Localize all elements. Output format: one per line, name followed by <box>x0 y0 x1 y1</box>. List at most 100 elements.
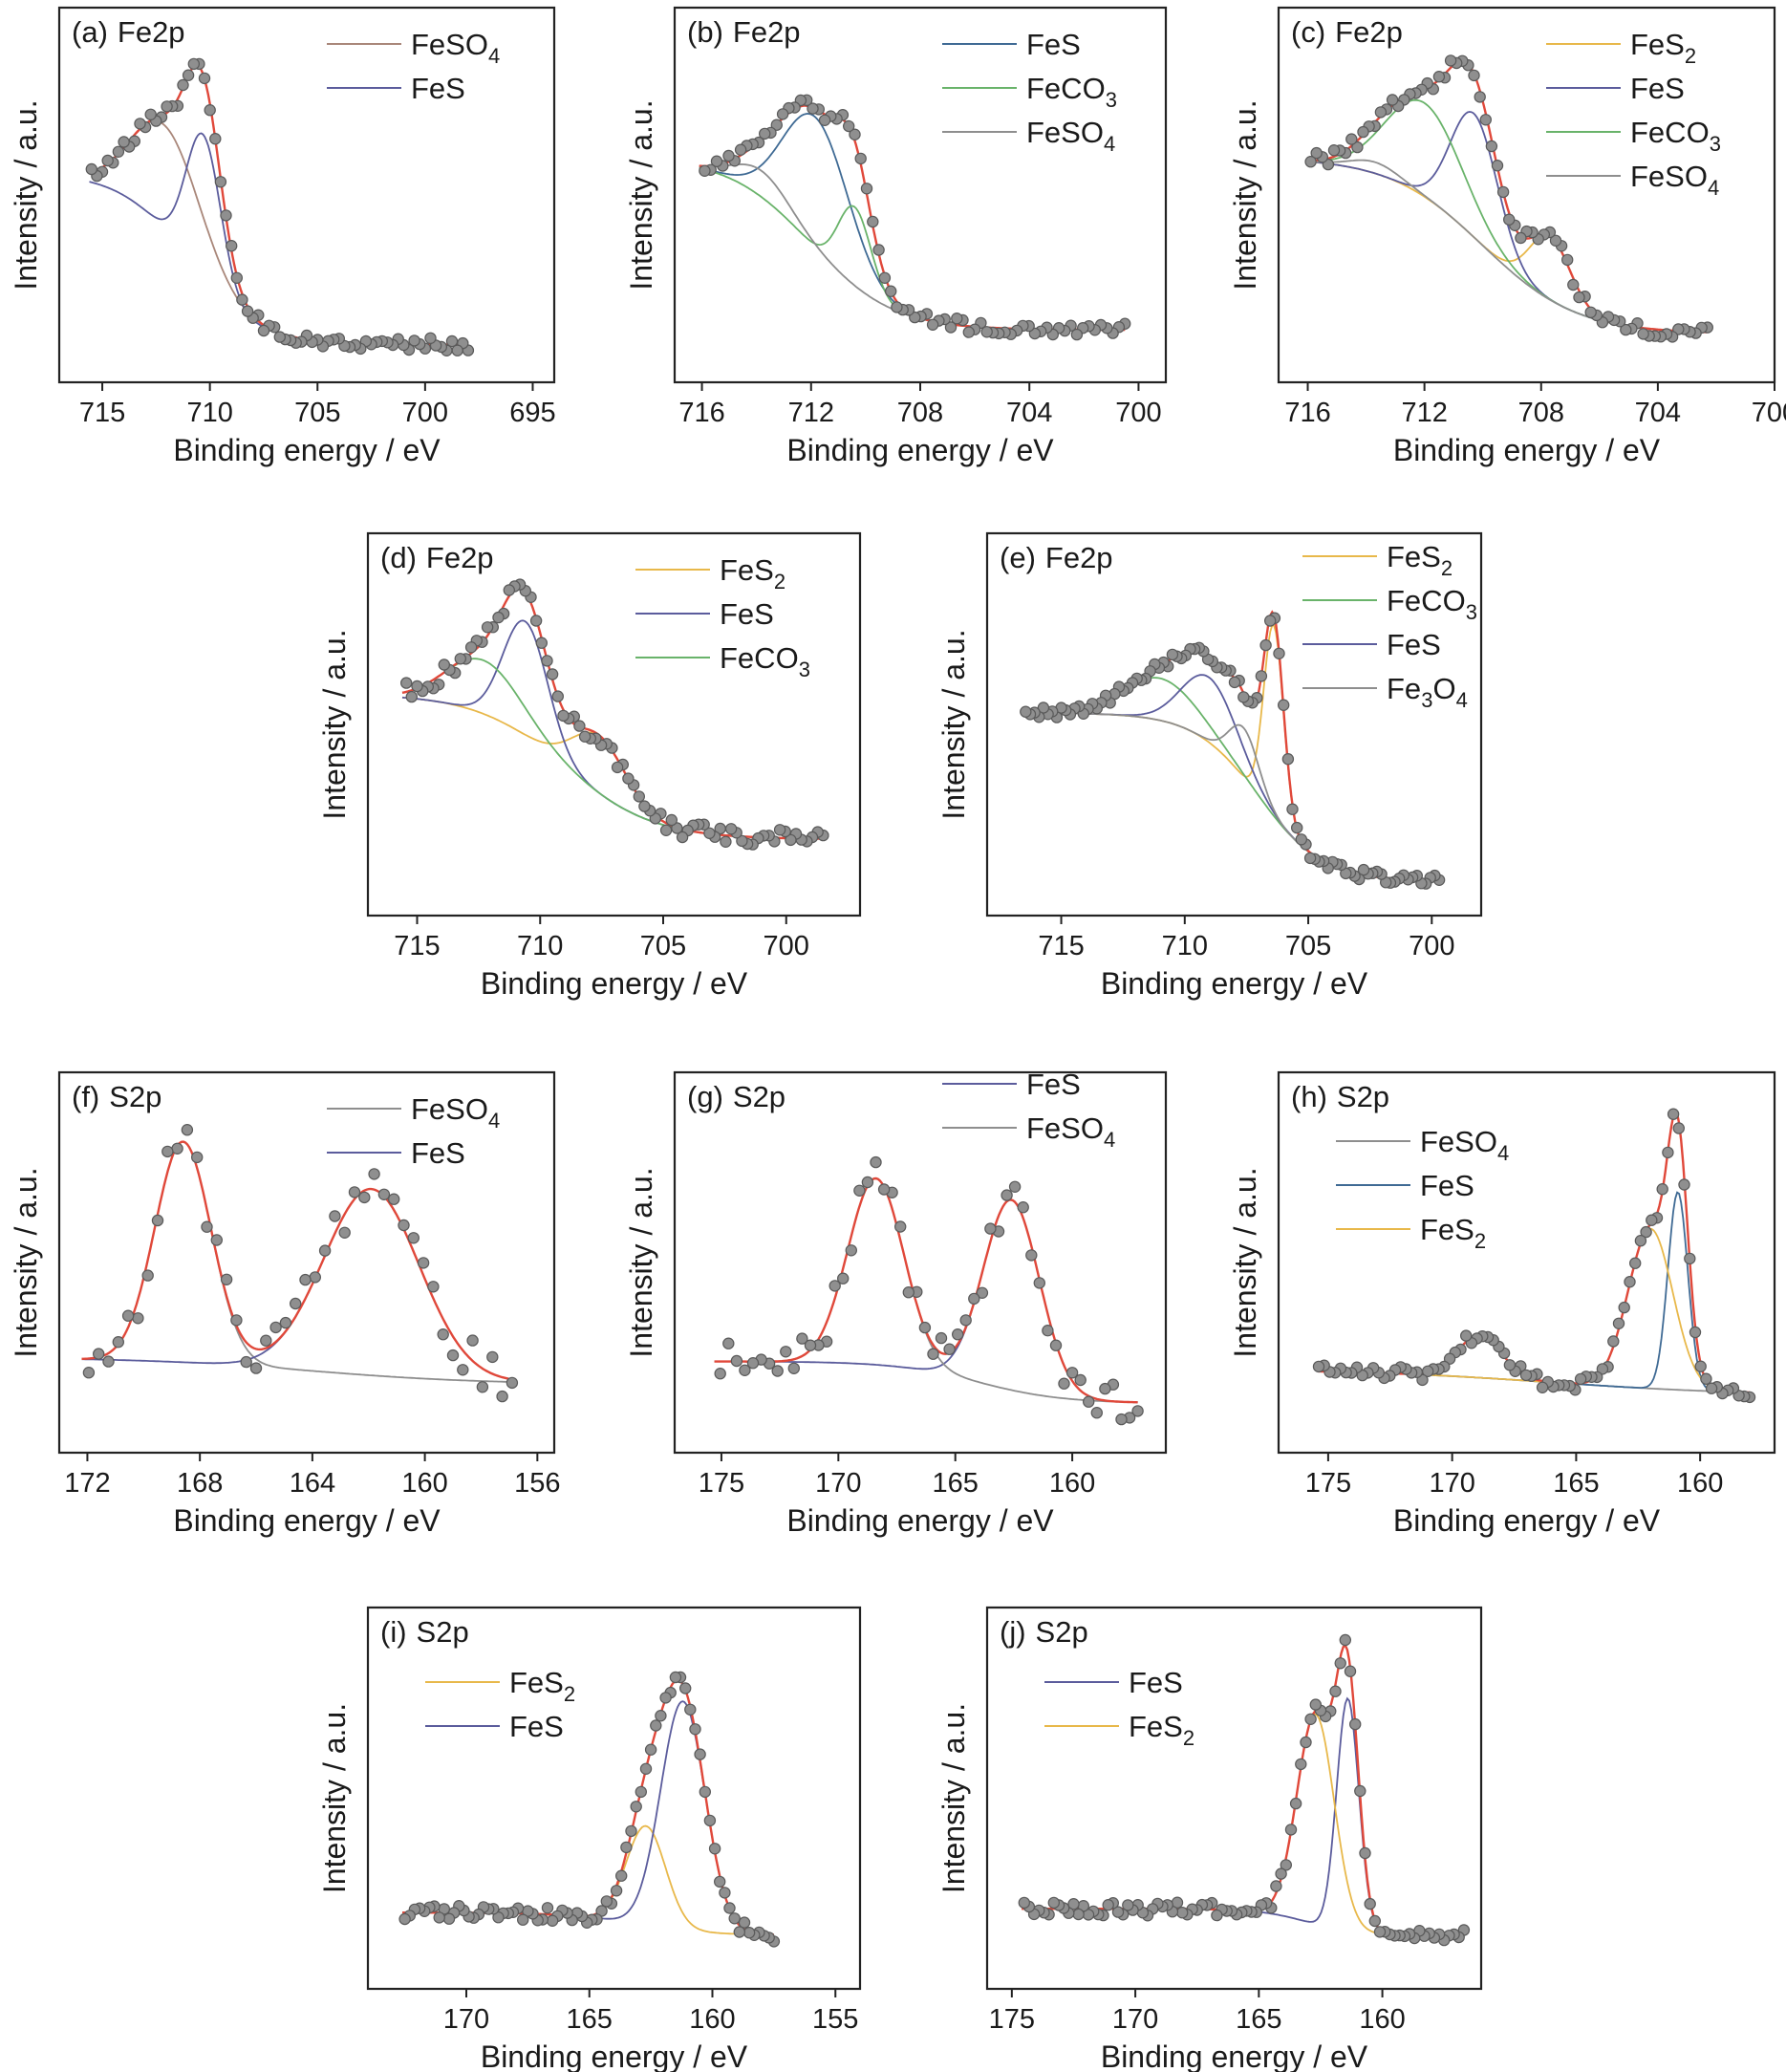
data-point <box>669 1671 682 1684</box>
legend-item: FeS2 <box>1546 28 1696 68</box>
panel-i: 170 165 160 155 Binding energy / eV Intensity… <box>317 1606 862 2072</box>
data-point <box>1536 1381 1549 1394</box>
data-point <box>1584 306 1597 318</box>
data-point <box>398 1912 411 1926</box>
data-point <box>1637 328 1649 340</box>
data-point <box>1263 615 1277 627</box>
legend-item: FeS <box>942 1068 1081 1101</box>
data-point <box>230 1314 243 1327</box>
legend-item: FeS <box>1336 1169 1474 1202</box>
data-point <box>1122 1899 1134 1911</box>
x-tick-label: 710 <box>1162 931 1208 961</box>
data-point <box>492 611 505 624</box>
legend-item: FeS <box>1302 628 1441 661</box>
data-point <box>1628 1257 1642 1269</box>
data-point <box>407 1232 420 1244</box>
y-axis-label: Intensity / a.u. <box>624 1167 658 1357</box>
data-point <box>722 149 735 162</box>
y-axis-label: Intensity / a.u. <box>1228 1167 1262 1357</box>
data-point <box>299 1273 312 1286</box>
data-point <box>85 162 98 176</box>
data-point <box>1017 1200 1029 1214</box>
legend-item: FeS2 <box>1336 1213 1486 1253</box>
component-curve <box>1318 1191 1751 1393</box>
component-curve <box>1022 712 1440 882</box>
data-point <box>101 154 114 167</box>
data-point <box>894 1220 907 1233</box>
data-point <box>551 690 565 702</box>
data-point <box>1277 699 1290 711</box>
data-point <box>615 1869 628 1882</box>
data-point <box>610 1885 623 1897</box>
data-point <box>787 1362 801 1375</box>
data-point <box>257 324 270 337</box>
legend-label: FeS2 <box>1630 28 1696 68</box>
data-point <box>151 1214 164 1227</box>
y-axis-label: Intensity / a.u. <box>1228 99 1262 290</box>
data-point <box>1099 1382 1111 1395</box>
data-point <box>161 100 173 113</box>
data-point <box>464 641 478 654</box>
data-point <box>225 240 238 252</box>
data-point <box>1612 1317 1625 1330</box>
data-point <box>1348 1717 1362 1731</box>
data-point <box>723 1902 736 1914</box>
data-point <box>861 1176 874 1189</box>
data-point <box>699 164 711 177</box>
data-point <box>659 824 673 837</box>
data-point <box>1374 106 1388 119</box>
data-point <box>1618 1301 1630 1314</box>
data-point <box>1175 1906 1189 1919</box>
data-point <box>1485 140 1498 153</box>
legend-label: FeSO4 <box>1026 116 1115 156</box>
data-point <box>290 1297 302 1310</box>
legend-item: FeS <box>1044 1666 1183 1699</box>
data-point <box>1468 69 1480 82</box>
data-point <box>1037 701 1050 714</box>
legend-label: FeS <box>411 72 465 105</box>
data-point <box>935 1331 948 1345</box>
data-point <box>241 305 254 317</box>
x-tick-label: 705 <box>640 931 686 961</box>
data-point <box>742 1926 756 1939</box>
component-curve <box>89 119 468 346</box>
data-point <box>1672 1122 1686 1134</box>
data-point <box>329 1210 341 1222</box>
envelope-curve <box>89 63 468 346</box>
data-point <box>951 313 963 325</box>
x-tick-label: 700 <box>764 931 809 961</box>
data-point <box>1047 1896 1061 1910</box>
legend-item: FeSO4 <box>942 1112 1115 1152</box>
data-point <box>1295 833 1308 846</box>
component-curve <box>89 132 468 346</box>
data-point <box>438 658 450 671</box>
data-point <box>417 1257 430 1269</box>
data-point <box>689 1723 701 1736</box>
legend-label: FeS <box>1026 28 1081 61</box>
x-tick-label: 705 <box>294 398 340 428</box>
data-point <box>1624 1275 1636 1288</box>
data-point <box>1620 323 1632 336</box>
plot-area <box>1018 1633 1471 1947</box>
plot-area <box>1312 1108 1756 1404</box>
data-point <box>546 668 559 680</box>
data-point <box>1131 1405 1144 1417</box>
plot-frame <box>366 1606 862 1991</box>
data-point <box>161 1145 174 1158</box>
data-point <box>1560 253 1574 267</box>
legend-label: FeS <box>1420 1169 1474 1202</box>
panel-d: 715 710 705 700 Binding energy / eV Intensity… <box>317 531 862 1001</box>
data-point <box>517 1913 529 1926</box>
data-point <box>1058 1377 1070 1390</box>
x-tick-label: 160 <box>1359 2004 1405 2035</box>
legend-item: FeS2 <box>425 1666 575 1706</box>
component-curve <box>1022 1696 1464 1936</box>
data-point <box>1368 1914 1382 1928</box>
legend-item: Fe3O4 <box>1302 672 1468 712</box>
data-point <box>730 1354 743 1368</box>
data-point <box>204 103 216 117</box>
data-point <box>121 1309 135 1322</box>
data-point <box>872 244 885 256</box>
data-point <box>665 813 678 827</box>
data-point <box>708 1843 721 1855</box>
